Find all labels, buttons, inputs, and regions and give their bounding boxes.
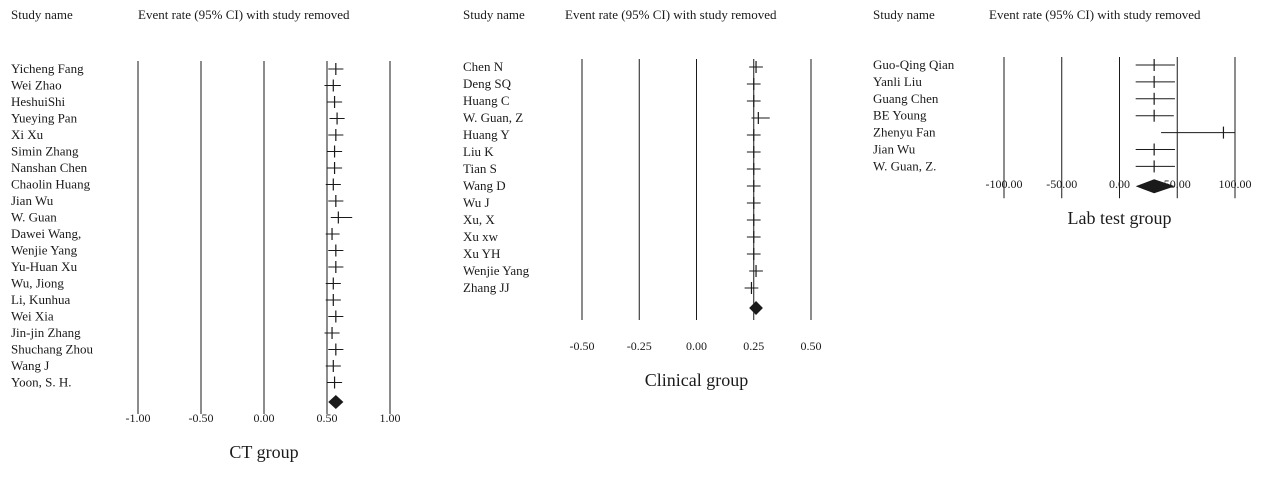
group-label: CT group bbox=[229, 442, 298, 462]
study-name: Guang Chen bbox=[873, 91, 939, 106]
study-name-header: Study name bbox=[463, 7, 525, 22]
study-name: Yoon, S. H. bbox=[11, 375, 71, 390]
study-name: Wu J bbox=[463, 195, 490, 210]
study-name: Guo-Qing Qian bbox=[873, 57, 955, 72]
study-name: Xu xw bbox=[463, 229, 499, 244]
study-name: Chaolin Huang bbox=[11, 177, 91, 192]
study-name: HeshuiShi bbox=[11, 94, 66, 109]
group-label: Clinical group bbox=[645, 370, 748, 390]
group-label: Lab test group bbox=[1068, 208, 1172, 228]
study-name: Simin Zhang bbox=[11, 144, 79, 159]
study-name: Zhenyu Fan bbox=[873, 125, 936, 140]
study-name: Jin-jin Zhang bbox=[11, 325, 81, 340]
study-name: Shuchang Zhou bbox=[11, 342, 93, 357]
study-name: Wei Zhao bbox=[11, 78, 62, 93]
axis-tick-label: -0.50 bbox=[570, 339, 595, 353]
study-name: W. Guan, Z bbox=[463, 110, 523, 125]
forest-panel-clinical: Study name Event rate (95% CI) with study… bbox=[463, 7, 822, 390]
axis-tick-label: -0.25 bbox=[627, 339, 652, 353]
study-name: Yueying Pan bbox=[11, 111, 78, 126]
study-name: Yu-Huan Xu bbox=[11, 259, 78, 274]
study-name-header: Study name bbox=[873, 7, 935, 22]
study-name: Li, Kunhua bbox=[11, 292, 70, 307]
event-rate-header: Event rate (95% CI) with study removed bbox=[138, 7, 350, 22]
summary-diamond bbox=[749, 301, 763, 315]
study-name: Wei Xia bbox=[11, 309, 54, 324]
study-name: Zhang JJ bbox=[463, 280, 510, 295]
study-name: Yicheng Fang bbox=[11, 61, 84, 76]
axis-tick-label: -50.00 bbox=[1046, 177, 1077, 191]
axis-tick-label: -1.00 bbox=[126, 411, 151, 425]
axis-tick-label: -100.00 bbox=[986, 177, 1023, 191]
study-name: Huang Y bbox=[463, 127, 510, 142]
study-name: Chen N bbox=[463, 59, 504, 74]
study-name: Dawei Wang, bbox=[11, 226, 81, 241]
study-name: Wang J bbox=[11, 358, 49, 373]
axis-tick-label: 0.25 bbox=[743, 339, 764, 353]
forest-panel-ct: Study name Event rate (95% CI) with study… bbox=[11, 7, 401, 462]
study-name: Nanshan Chen bbox=[11, 160, 88, 175]
study-name: Xi Xu bbox=[11, 127, 44, 142]
study-name: Jian Wu bbox=[873, 142, 916, 157]
study-name: Tian S bbox=[463, 161, 497, 176]
summary-diamond bbox=[1135, 179, 1175, 194]
study-name: W. Guan, Z. bbox=[873, 158, 936, 173]
event-rate-header: Event rate (95% CI) with study removed bbox=[989, 7, 1201, 22]
axis-tick-label: 1.00 bbox=[380, 411, 401, 425]
axis-tick-label: 0.00 bbox=[1109, 177, 1130, 191]
study-name: Huang C bbox=[463, 93, 510, 108]
study-name-header: Study name bbox=[11, 7, 73, 22]
study-name: BE Young bbox=[873, 108, 927, 123]
axis-tick-label: 100.00 bbox=[1219, 177, 1252, 191]
forest-panel-lab: Study name Event rate (95% CI) with study… bbox=[873, 7, 1252, 228]
study-name: Jian Wu bbox=[11, 193, 54, 208]
study-name: Xu YH bbox=[463, 246, 500, 261]
study-name: Wenjie Yang bbox=[11, 243, 78, 258]
study-name: Wenjie Yang bbox=[463, 263, 530, 278]
study-name: Wu, Jiong bbox=[11, 276, 64, 291]
summary-diamond bbox=[328, 395, 344, 409]
study-name: Liu K bbox=[463, 144, 494, 159]
study-name: Wang D bbox=[463, 178, 506, 193]
study-name: Yanli Liu bbox=[873, 74, 922, 89]
axis-tick-label: 0.00 bbox=[254, 411, 275, 425]
study-name: Deng SQ bbox=[463, 76, 512, 91]
study-name: W. Guan bbox=[11, 210, 57, 225]
axis-tick-label: 0.50 bbox=[801, 339, 822, 353]
axis-tick-label: -0.50 bbox=[189, 411, 214, 425]
axis-tick-label: 0.50 bbox=[317, 411, 338, 425]
axis-tick-label: 0.00 bbox=[686, 339, 707, 353]
study-name: Xu, X bbox=[463, 212, 495, 227]
event-rate-header: Event rate (95% CI) with study removed bbox=[565, 7, 777, 22]
